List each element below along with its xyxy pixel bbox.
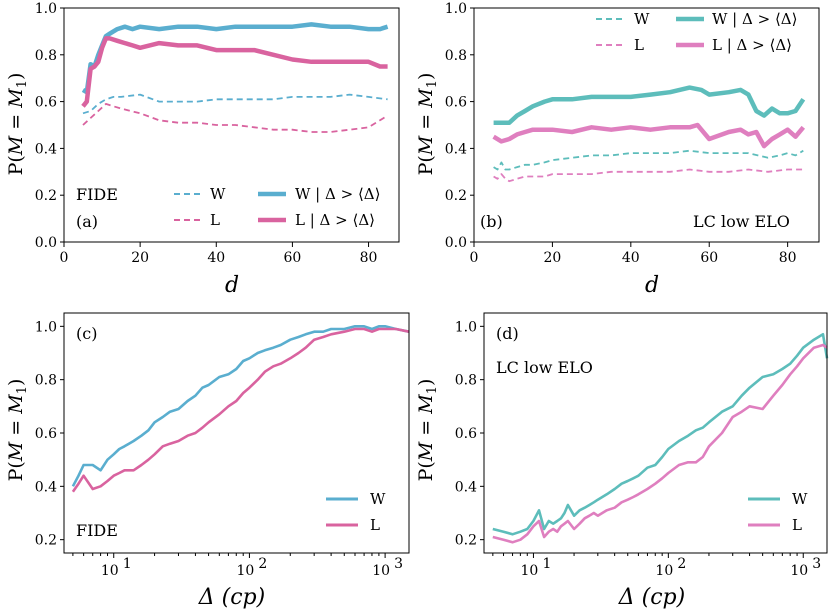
panel-a: P(M = M1) 0.00.20.40.60.81.00 20 40 60 80 d … — [5, 1, 400, 298]
y-tick-label: 1.0 — [35, 319, 57, 335]
series-line-l — [82, 103, 389, 133]
legend-label-l-thick: L | Δ > ⟨Δ⟩ — [712, 36, 792, 54]
plot-frame — [63, 312, 410, 554]
x-tick-label: 40 — [622, 250, 640, 266]
x-tick-label: 40 — [207, 250, 225, 266]
y-tick-label: 0.6 — [35, 95, 57, 111]
y-axis-label: P(M = M1) — [415, 379, 440, 482]
series-line-thick-l — [81, 36, 388, 108]
x-tick-exponent: 2 — [677, 556, 686, 572]
x-tick-label: 0 — [470, 250, 479, 266]
panel-annotation-dataset: FIDE — [76, 521, 118, 540]
plot-frame — [473, 7, 820, 243]
x-axis-label: d — [225, 273, 239, 298]
series-line-l — [493, 168, 804, 183]
x-tick-label: 10 — [237, 563, 255, 579]
x-tick-exponent: 3 — [812, 556, 821, 572]
x-tick-exponent: 1 — [542, 556, 551, 572]
panel-d: P(M = M1) 0.20.40.60.81.010 1 10 2 10 3 Δ (cp… — [415, 312, 829, 610]
series-line-l — [492, 343, 828, 544]
series-line-w — [71, 324, 410, 487]
y-tick-label: 0.2 — [35, 533, 57, 549]
legend: W L — [326, 490, 386, 534]
panel-annotation-dataset: LC low ELO — [693, 212, 790, 231]
legend-label-w: W — [370, 490, 386, 508]
panel-annotation-letter: (b) — [480, 212, 503, 231]
y-tick-label: 0.2 — [35, 188, 57, 204]
x-tick-label: 10 — [655, 563, 673, 579]
panel-annotation-letter: (a) — [76, 212, 98, 231]
x-axis-label: Δ (cp) — [618, 585, 685, 610]
legend: W L W | Δ > ⟨Δ⟩ L | Δ > ⟨Δ⟩ — [596, 10, 797, 54]
y-tick-label: 0.6 — [445, 95, 467, 111]
series-line-w — [493, 149, 804, 171]
series-line-w — [492, 332, 829, 536]
plot-frame — [63, 7, 400, 243]
x-tick-label: 10 — [521, 563, 539, 579]
legend-label-l: L — [210, 211, 220, 229]
y-tick-label: 0.6 — [35, 426, 57, 442]
series-line-thick-w — [493, 85, 806, 125]
x-tick-label: 10 — [101, 563, 119, 579]
legend-label-w: W — [210, 185, 226, 203]
x-axis-label: d — [645, 273, 659, 298]
y-tick-label: 1.0 — [35, 1, 57, 17]
panel-annotation-letter: (c) — [76, 324, 97, 343]
x-axis-label: Δ (cp) — [198, 585, 265, 610]
legend-label-l: L — [792, 516, 802, 534]
y-tick-label: 0.8 — [35, 373, 57, 389]
x-tick-label: 10 — [372, 563, 390, 579]
y-tick-label: 0.8 — [455, 373, 477, 389]
y-tick-label: 0.2 — [445, 188, 467, 204]
panel-annotation-dataset: FIDE — [76, 185, 118, 204]
panel-annotation-dataset: LC low ELO — [496, 358, 593, 377]
x-tick-label: 0 — [60, 250, 69, 266]
y-tick-label: 0.8 — [35, 48, 57, 64]
series-line-w — [82, 93, 388, 115]
x-tick-label: 80 — [779, 250, 797, 266]
y-tick-label: 1.0 — [455, 319, 477, 335]
legend-label-w: W — [634, 10, 650, 28]
y-tick-label: 0.4 — [35, 141, 57, 157]
y-tick-label: 0.4 — [35, 479, 57, 495]
x-tick-label: 60 — [283, 250, 301, 266]
x-tick-exponent: 1 — [123, 556, 132, 572]
legend-label-w: W — [792, 490, 808, 508]
series-line-thick-l — [492, 122, 806, 149]
legend-label-l-thick: L | Δ > ⟨Δ⟩ — [295, 211, 375, 229]
y-tick-label: 0.4 — [445, 141, 467, 157]
panel-annotation-letter: (d) — [496, 324, 519, 343]
x-tick-label: 10 — [790, 563, 808, 579]
y-tick-label: 1.0 — [445, 1, 467, 17]
x-tick-exponent: 3 — [394, 556, 403, 572]
y-tick-label: 0.0 — [35, 235, 57, 251]
panel-b: P(M = M1) 0.00.20.40.60.81.00 20 40 60 80 d … — [415, 1, 820, 298]
y-axis-label: P(M = M1) — [415, 73, 440, 176]
x-tick-label: 20 — [543, 250, 561, 266]
legend-label-l: L — [634, 36, 644, 54]
y-axis-label: P(M = M1) — [5, 379, 30, 482]
x-tick-label: 60 — [700, 250, 718, 266]
y-tick-label: 0.4 — [455, 479, 477, 495]
x-tick-exponent: 2 — [258, 556, 267, 572]
y-tick-label: 0.8 — [445, 48, 467, 64]
legend: W L W | Δ > ⟨Δ⟩ L | Δ > ⟨Δ⟩ — [174, 185, 380, 229]
legend-label-w-thick: W | Δ > ⟨Δ⟩ — [712, 10, 797, 28]
series-line-l — [71, 327, 410, 493]
y-axis-label: P(M = M1) — [5, 73, 30, 176]
y-tick-label: 0.6 — [455, 426, 477, 442]
x-tick-label: 20 — [131, 250, 149, 266]
panel-c: P(M = M1) 0.20.40.60.81.010 1 10 2 10 3 Δ (cp… — [5, 312, 410, 610]
y-tick-label: 0.0 — [445, 235, 467, 251]
legend-label-l: L — [370, 516, 380, 534]
x-tick-label: 80 — [360, 250, 378, 266]
y-tick-label: 0.2 — [455, 533, 477, 549]
legend-label-w-thick: W | Δ > ⟨Δ⟩ — [295, 185, 380, 203]
series-line-thick-w — [81, 22, 389, 95]
legend: W L — [748, 490, 808, 534]
